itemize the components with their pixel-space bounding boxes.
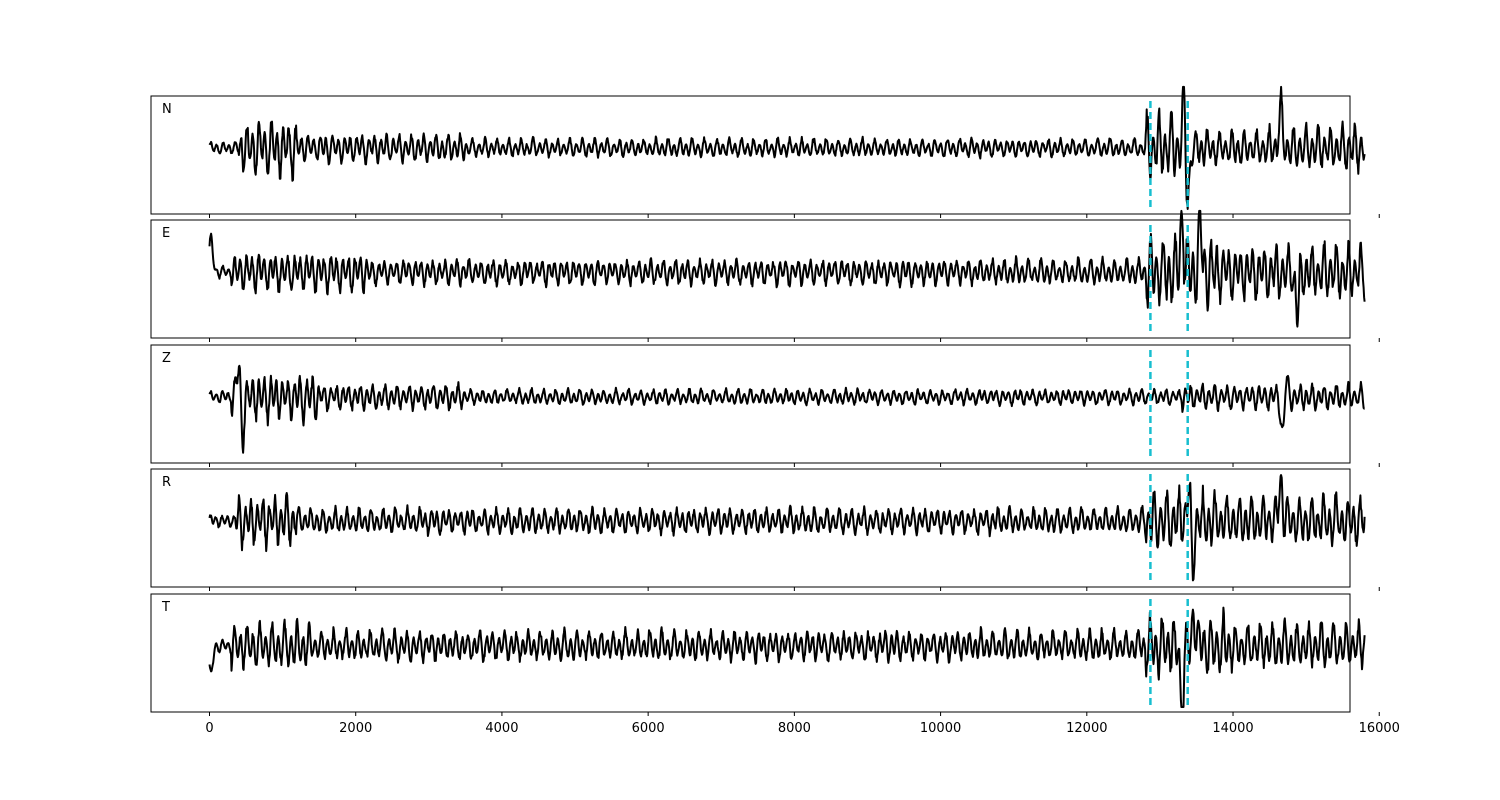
x-tick-label: 4000 [485,721,518,736]
waveform-trace [208,474,1366,582]
waveform-trace [208,85,1366,210]
panel-e: E [150,209,1380,342]
x-tick-label: 8000 [778,721,811,736]
waveform-trace [208,364,1366,454]
x-tick-label: 12000 [1066,721,1107,736]
panel-label: T [161,600,170,615]
panel-label: E [162,226,170,241]
panel-label: N [162,102,172,117]
panel-t: T [150,593,1380,716]
panels-group: N E Z R T [150,85,1380,716]
panel-n: N [150,85,1380,218]
x-tick-label: 2000 [339,721,372,736]
x-tick-label: 14000 [1212,721,1253,736]
panel-label: R [162,475,171,490]
panel-r: R [150,468,1380,591]
x-tick-label: 16000 [1359,721,1400,736]
x-axis: 0 2000 4000 6000 8000 10000 12000 14000 16000 [205,721,1400,736]
panel-label: Z [162,351,171,366]
x-tick-label: 10000 [920,721,961,736]
x-tick-label: 6000 [632,721,665,736]
waveform-trace [208,209,1366,328]
x-tick-label: 0 [205,721,213,736]
panel-z: Z [150,344,1380,467]
waveform-trace [208,606,1366,708]
